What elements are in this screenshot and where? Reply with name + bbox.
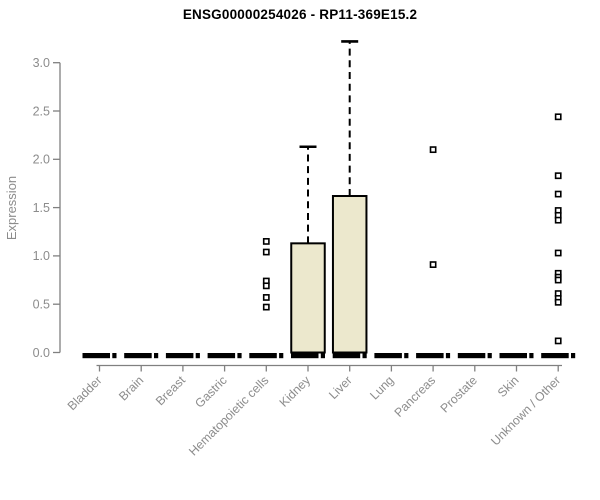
chart-title: ENSG00000254026 - RP11-369E15.2 [182,7,418,22]
outlier-point [554,216,562,224]
outlier-point [554,298,562,306]
median-line [82,353,110,359]
median-line [416,353,444,359]
median-line [237,353,242,359]
y-tick-label: 0.5 [33,298,50,312]
y-tick-label: 1.0 [33,249,50,263]
outlier-point [262,238,270,245]
x-category-label: Liver [326,373,355,402]
x-category-label: Breast [153,373,188,408]
outlier-point [262,294,270,301]
median-line [249,353,277,359]
median-line [374,353,402,359]
outlier-point [262,303,270,311]
x-category-label: Gastric [192,373,229,410]
y-axis-label: Expression [4,176,19,240]
median-line [279,353,284,359]
median-line [541,353,569,359]
y-tick-label: 2.5 [33,104,50,118]
median-line [404,353,409,359]
x-category-label: Skin [495,373,522,400]
outlier-point [429,261,437,268]
median-line [529,353,534,359]
median-line [195,353,200,359]
x-category-label: Kidney [277,373,314,410]
outlier-point [554,172,562,180]
outlier-point [554,337,562,345]
box-iqr [290,242,326,354]
x-category-label: Prostate [438,373,480,415]
median-line [165,353,194,359]
median-line [362,353,367,359]
outlier-point [554,113,562,121]
median-line [332,353,361,359]
outlier-point [262,248,270,256]
x-category-label: Hematopoietic cells [186,373,271,458]
median-line [124,353,152,359]
x-category-label: Pancreas [392,373,439,420]
median-line [154,353,159,359]
median-line [499,353,527,359]
median-line [291,353,319,359]
outlier-point [554,276,562,284]
median-line [320,353,325,359]
median-line [487,353,492,359]
median-line [207,353,236,359]
x-category-label: Brain [116,373,146,403]
outlier-point [554,249,562,257]
outlier-point [429,146,437,154]
x-category-label: Lung [367,373,396,402]
y-tick-label: 3.0 [33,56,50,70]
median-line [112,353,117,359]
y-tick-label: 0.0 [33,346,50,360]
y-tick-label: 2.0 [33,153,50,167]
median-line [457,353,486,359]
outlier-point [554,190,562,198]
outlier-point [262,282,270,290]
median-line [445,353,451,359]
box-iqr [331,195,368,354]
median-line [571,353,576,359]
x-category-label: Bladder [65,373,105,413]
y-tick-label: 1.5 [33,201,50,215]
